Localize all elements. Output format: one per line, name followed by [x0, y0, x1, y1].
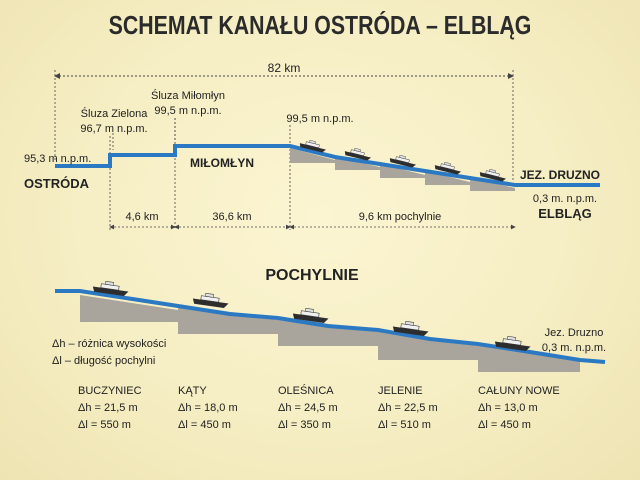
ramps-heading: POCHYLNIE	[265, 267, 359, 284]
diagram-title: SCHEMAT KANAŁU OSTRÓDA – ELBLĄG	[109, 10, 532, 41]
total-length-label: 82 km	[268, 61, 301, 75]
bottom-druzno-name: Jez. Druzno	[545, 327, 604, 339]
ramp-dl: Δl = 510 m	[378, 419, 431, 431]
elblag-label: ELBLĄG	[538, 206, 591, 221]
segment-2-label: 36,6 km	[212, 211, 251, 223]
druzno-label: JEZ. DRUZNO	[520, 168, 600, 182]
ramp-name: KĄTY	[178, 385, 207, 397]
legend-dh: Δh – różnica wysokości	[52, 338, 166, 350]
ramp-name: JELENIE	[378, 385, 423, 397]
vertical-guides	[54, 70, 514, 230]
legend-dl: Δl – długość pochylni	[52, 355, 155, 367]
milomlyn-label: MIŁOMŁYN	[190, 156, 254, 170]
sluza-zielona-name: Śluza Zielona	[81, 107, 149, 120]
sluza-milomlyn-name: Śluza Miłomłyn	[151, 89, 225, 102]
ramp-column-jelenie: JELENIE Δh = 22,5 m Δl = 510 m	[378, 385, 438, 431]
ramp-dl: Δl = 450 m	[478, 419, 531, 431]
ostroda-level: 95,3 m n.p.m.	[24, 153, 91, 165]
ramp-column-caluny-nowe: CAŁUNY NOWE Δh = 13,0 m Δl = 450 m	[478, 385, 560, 431]
ostroda-label: OSTRÓDA	[24, 176, 90, 191]
bottom-druzno-level: 0,3 m. n.p.m.	[542, 342, 606, 354]
ramp-dh: Δh = 24,5 m	[278, 402, 338, 414]
ramp-dl: Δl = 450 m	[178, 419, 231, 431]
ramps-water-line	[55, 289, 606, 364]
ramp-dh: Δh = 22,5 m	[378, 402, 438, 414]
plateau-level: 99,5 m n.p.m.	[286, 113, 353, 125]
ramp-dh: Δh = 13,0 m	[478, 402, 538, 414]
segment-1-label: 4,6 km	[125, 211, 158, 223]
ramp-name: CAŁUNY NOWE	[478, 385, 560, 397]
sluza-milomlyn-level: 99,5 m n.p.m.	[154, 105, 221, 117]
ramp-column-olesnica: OLEŚNICA Δh = 24,5 m Δl = 350 m	[278, 384, 338, 431]
segment-3-label: 9,6 km pochylnie	[359, 211, 442, 223]
ramp-name: BUCZYNIEC	[78, 385, 142, 397]
bottom-ramp-blocks	[80, 295, 580, 372]
druzno-level: 0,3 m. n.p.m.	[533, 193, 597, 205]
ramp-name: OLEŚNICA	[278, 384, 334, 397]
ramp-dh: Δh = 21,5 m	[78, 402, 138, 414]
ramp-dl: Δl = 550 m	[78, 419, 131, 431]
ramp-column-katy: KĄTY Δh = 18,0 m Δl = 450 m	[178, 385, 238, 431]
sluza-zielona-level: 96,7 m n.p.m.	[80, 123, 147, 135]
ramp-column-buczyniec: BUCZYNIEC Δh = 21,5 m Δl = 550 m	[78, 385, 142, 431]
canal-profile-line	[55, 144, 600, 187]
ramp-dl: Δl = 350 m	[278, 419, 331, 431]
ramp-dh: Δh = 18,0 m	[178, 402, 238, 414]
